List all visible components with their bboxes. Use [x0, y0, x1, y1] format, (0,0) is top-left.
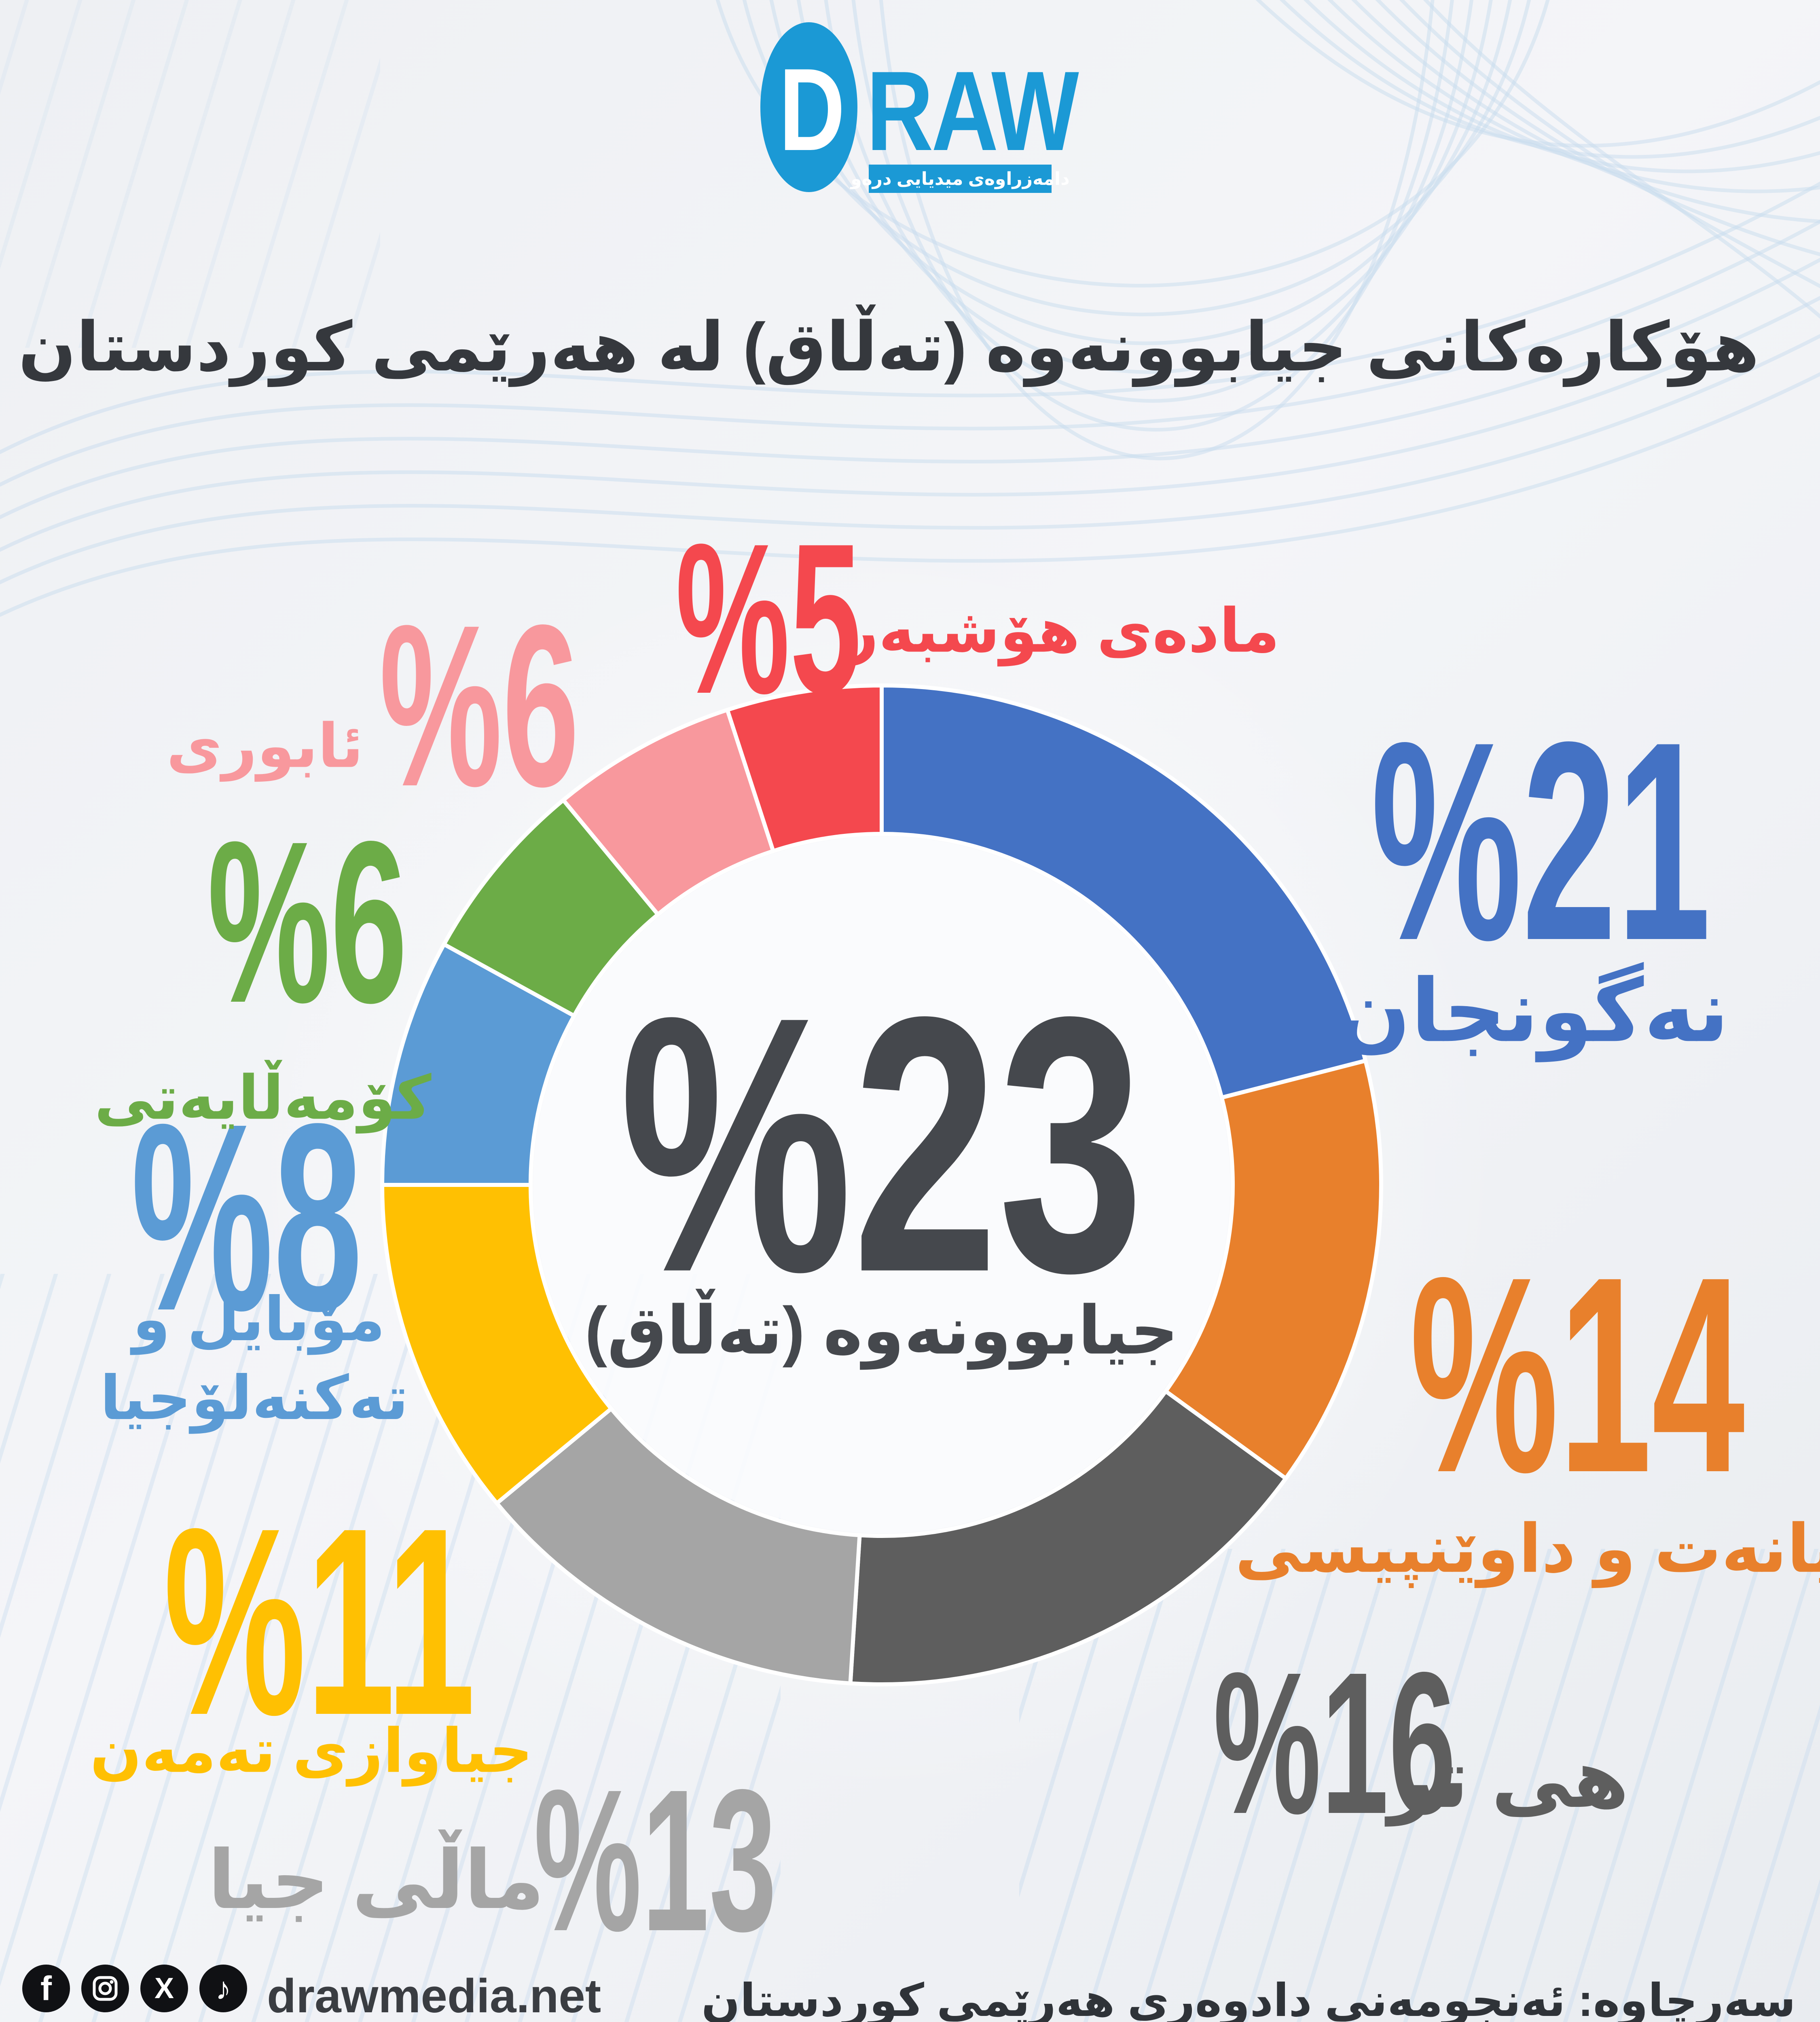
page-title: هۆکارەکانی جیابوونەوە (تەڵاق) لە هەرێمی …: [18, 309, 1759, 385]
donut-segment-0: [880, 683, 1368, 1100]
slice-label-separate-house: ماڵی جیا: [207, 1835, 545, 1925]
donut-segment-4: [380, 1183, 614, 1506]
instagram-icon[interactable]: [81, 1965, 129, 2012]
donut-inner-disc: [533, 836, 1230, 1533]
donut-segment-3: [495, 1407, 862, 1686]
donut-segment-8: [725, 683, 884, 853]
slice-value-separate-house: %13: [533, 1747, 777, 1973]
tiktok-icon[interactable]: ♪: [199, 1965, 247, 2012]
slice-label-age-difference: جیاوازی تەمەن: [90, 1717, 533, 1785]
slice-label-narcotics: مادەی هۆشبەر: [844, 596, 1280, 665]
logo-brand-text: RAW: [866, 48, 1079, 174]
slice-value-incompatibility: %21: [1371, 683, 1711, 999]
slice-label-incompatibility: نەگونجان: [1336, 962, 1729, 1060]
slice-label-infidelity: خیانەت و داوێنپیسی: [1235, 1511, 1820, 1586]
slice-value-infidelity: %14: [1409, 1219, 1745, 1531]
logo-d-letter: D: [779, 44, 845, 175]
background-stripes-top-left: [0, 0, 380, 348]
donut-segment-2: [848, 1389, 1288, 1686]
background-stripes-right: [1019, 1549, 1820, 2022]
slice-value-economic: %6: [379, 577, 580, 834]
slice-label-economic: ئابوری: [166, 712, 364, 780]
slice-value-other: %16: [1213, 1630, 1456, 1856]
social-icons: f X ♪: [22, 1965, 247, 2012]
logo-tagline-bar: دامەزراوەی میدیایی درەو: [851, 165, 1070, 193]
center-total-label: جیابوونەوە (تەڵاق): [585, 1293, 1179, 1368]
slice-value-narcotics: %5: [675, 499, 861, 738]
website-link[interactable]: drawmedia.net: [267, 1969, 601, 2022]
center-total-value: %23: [619, 941, 1144, 1348]
slice-label-social: کۆمەڵایەتی: [94, 1064, 432, 1132]
slice-value-mobile-technology: %8: [131, 1068, 363, 1366]
x-twitter-icon[interactable]: X: [140, 1965, 188, 2012]
slice-value-age-difference: %11: [163, 1472, 476, 1770]
slice-label-mobile-technology: مۆبایل و تەکنەلۆجیا: [100, 1285, 408, 1432]
slice-value-social: %6: [207, 793, 408, 1051]
logo-tagline: دامەزراوەی میدیایی درەو: [851, 169, 1070, 189]
draw-media-logo: D RAW دامەزراوەی میدیایی درەو: [760, 22, 1079, 200]
donut-segment-1: [1164, 1058, 1383, 1481]
logo-ellipse-icon: [760, 22, 857, 192]
facebook-icon[interactable]: f: [22, 1965, 70, 2012]
slice-label-other: هی تر: [1388, 1734, 1630, 1824]
source-text: سەرچاوە: ئەنجومەنی دادوەری هەرێمی کوردست…: [701, 1975, 1796, 2022]
footer: f X ♪ drawmedia.net سەرچاوە: ئەنجومەنی د…: [0, 1957, 1820, 2022]
